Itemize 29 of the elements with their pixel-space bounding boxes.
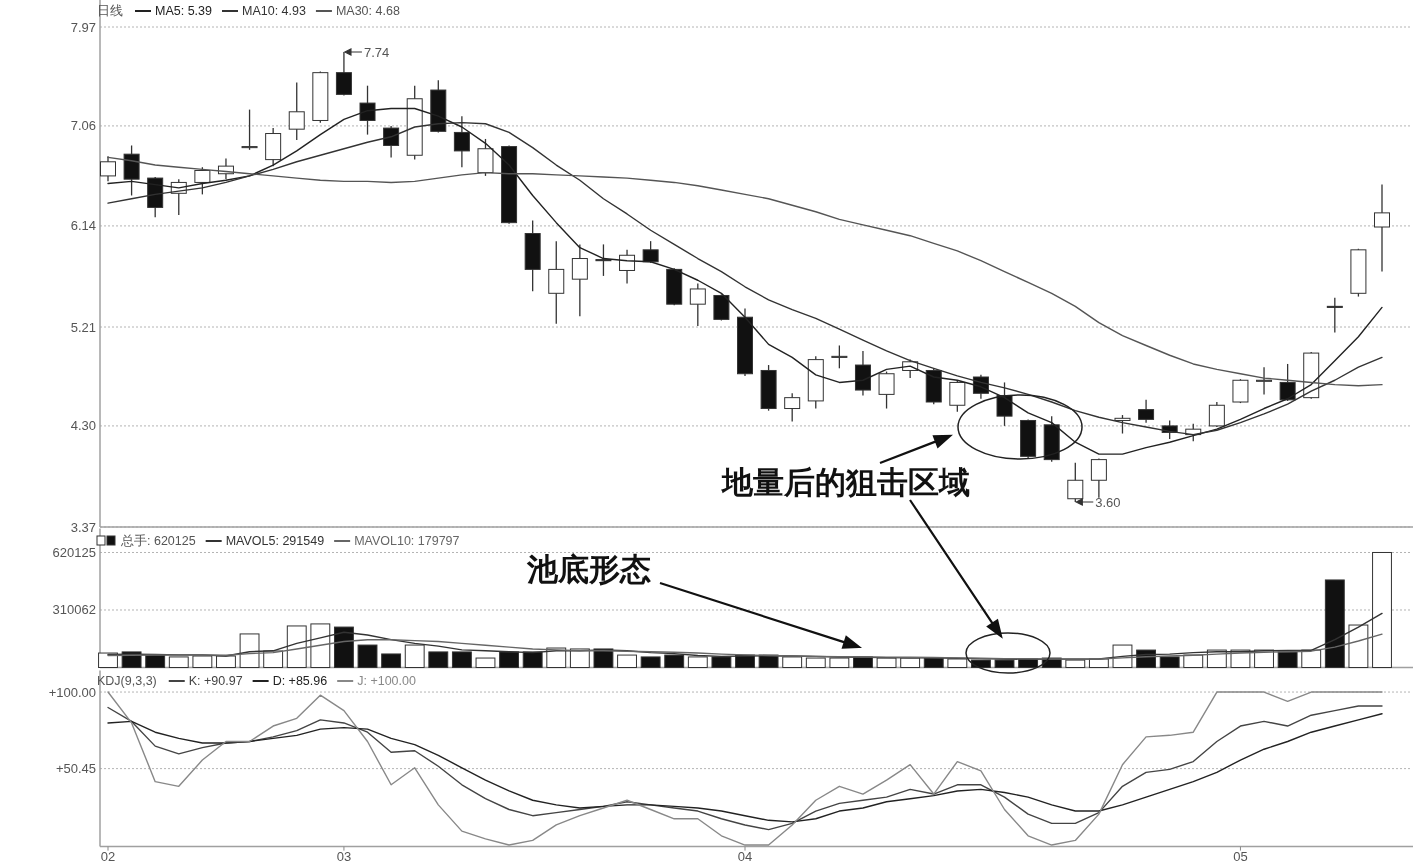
legend-label: MA10: 4.93 [241, 4, 306, 18]
legend-label: MAVOL10: 179797 [354, 534, 460, 548]
legend-label: D: +85.96 [272, 674, 328, 688]
y-tick-label: 4.30 [70, 418, 96, 434]
annotation: 地量后的狙击区域 [720, 464, 970, 500]
legend-label: J: +100.00 [357, 674, 416, 688]
y-tick-label: 310062 [52, 602, 96, 618]
y-tick-label: +50.45 [55, 761, 96, 777]
x-tick-label: 04 [737, 848, 753, 864]
annotation: 7.74 [363, 44, 390, 60]
chart-title: 日线 [97, 4, 123, 18]
annotation: 池底形态 [526, 551, 651, 587]
y-tick-label: 6.14 [70, 218, 96, 234]
legend-label: MA30: 4.68 [335, 4, 400, 18]
y-tick-label: 7.06 [70, 118, 96, 134]
x-tick-label: 05 [1233, 848, 1248, 864]
y-tick-label: 3.37 [70, 519, 96, 535]
annotation: 3.60 [1095, 494, 1121, 510]
y-tick-label: 620125 [52, 544, 96, 560]
legend-label: MA5: 5.39 [155, 4, 213, 18]
x-tick-label: 02 [100, 848, 116, 864]
y-tick-label: 7.97 [70, 19, 96, 35]
legend-label: MAVOL5: 291549 [225, 534, 325, 548]
legend-label: 总手: 620125 [120, 534, 196, 548]
y-tick-label: +100.00 [48, 684, 96, 700]
y-tick-label: 5.21 [70, 319, 96, 335]
x-tick-label: 03 [336, 848, 352, 864]
chart-title: KDJ(9,3,3) [97, 674, 157, 688]
legend-label: K: +90.97 [188, 674, 243, 688]
